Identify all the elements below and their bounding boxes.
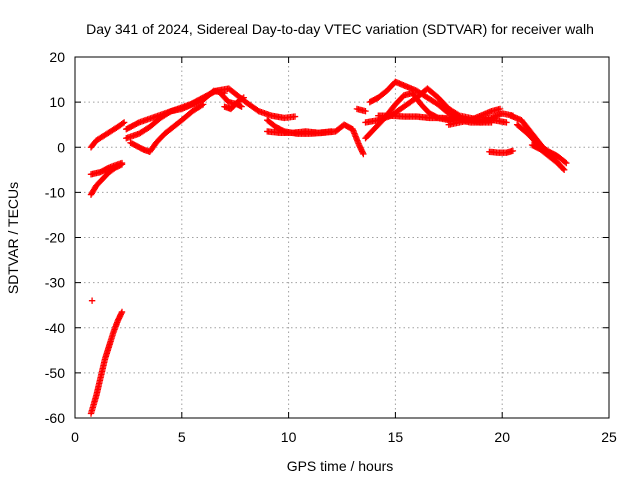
series-arc-7 <box>127 101 207 155</box>
chart-title: Day 341 of 2024, Sidereal Day-to-day VTE… <box>86 21 594 37</box>
series-arc-9 <box>221 94 247 113</box>
y-tick-label: 0 <box>57 139 65 155</box>
data-point <box>328 128 335 135</box>
x-tick-label: 15 <box>388 429 404 445</box>
x-tick-label: 5 <box>178 429 186 445</box>
data-point <box>239 95 246 102</box>
data-point <box>496 105 504 113</box>
series-arc-20 <box>513 121 570 167</box>
y-tick-label: 10 <box>49 94 65 110</box>
data-point <box>120 119 128 126</box>
series-arc-11 <box>264 128 335 137</box>
data-point <box>362 107 369 115</box>
y-tick-label: -40 <box>45 320 65 336</box>
data-point <box>118 308 126 316</box>
data-point <box>198 102 206 109</box>
y-tick-label: -20 <box>45 230 65 246</box>
y-axis-label: SDTVAR / TECUs <box>5 182 21 294</box>
data-point <box>557 163 565 170</box>
series-arc-6 <box>123 87 228 142</box>
data-marks <box>87 78 570 417</box>
series-arc-3 <box>87 159 126 178</box>
y-tick-label: 20 <box>49 49 65 65</box>
data-point <box>509 147 517 155</box>
data-point <box>360 150 367 158</box>
data-point <box>291 113 299 120</box>
y-tick-label: -60 <box>45 410 65 426</box>
data-point <box>563 159 570 167</box>
data-point <box>118 159 126 167</box>
series-arc-12 <box>353 105 369 115</box>
x-tick-label: 20 <box>494 429 510 445</box>
series-arc-4 <box>87 119 128 151</box>
data-point <box>503 119 510 126</box>
data-point <box>558 164 566 171</box>
data-point <box>240 94 247 101</box>
data-point <box>238 103 245 110</box>
data-point <box>199 101 207 108</box>
x-tick-label: 10 <box>281 429 297 445</box>
data-point <box>166 108 173 116</box>
data-point <box>561 158 569 166</box>
data-point <box>119 120 127 127</box>
series-outlier <box>88 297 96 304</box>
series-arc-10 <box>264 116 367 158</box>
y-tick-label: -50 <box>45 365 65 381</box>
series-arc-1 <box>87 308 126 417</box>
series-arc-18 <box>486 147 517 156</box>
x-tick-label: 25 <box>601 429 617 445</box>
y-tick-label: -30 <box>45 275 65 291</box>
axis-ticks: 0 5 10 15 20 25 20 10 0 -10 -20 -30 -40 -50 -60 <box>45 49 617 445</box>
y-tick-label: -10 <box>45 184 65 200</box>
series-arc-17 <box>445 105 504 128</box>
x-tick-label: 0 <box>71 429 79 445</box>
series-arc-2 <box>87 161 126 198</box>
x-axis-label: GPS time / hours <box>287 458 394 474</box>
data-point <box>88 297 96 304</box>
series-arc-21 <box>528 141 566 171</box>
grid <box>75 57 609 418</box>
